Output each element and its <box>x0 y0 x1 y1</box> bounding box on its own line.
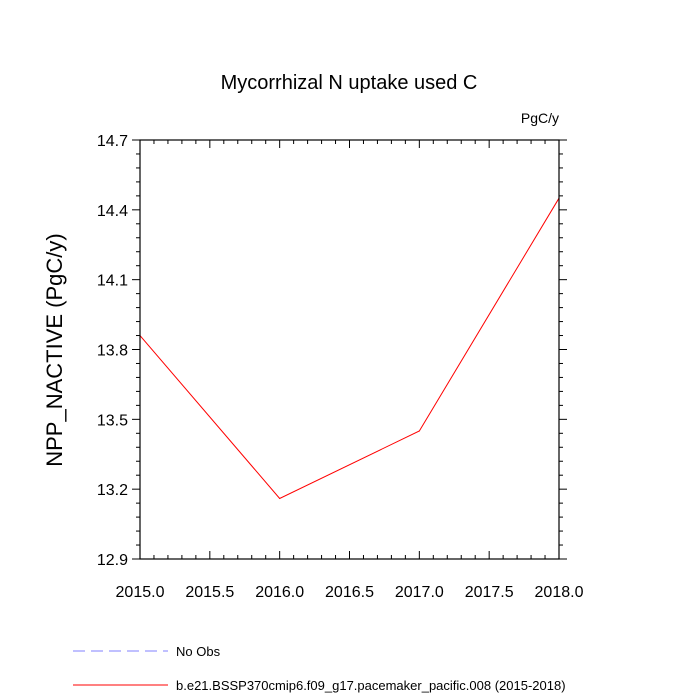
x-tick-labels: 2015.0 2015.5 2016.0 2016.5 2017.0 2017.5 2018… <box>116 584 584 601</box>
y-tick-label: 13.5 <box>97 412 128 429</box>
series-layer <box>139 197 560 500</box>
x-tick-label: 2015.5 <box>185 584 234 601</box>
x-tick-label: 2017.0 <box>395 584 444 601</box>
chart-units: PgC/y <box>521 110 559 126</box>
x-tick-label: 2016.5 <box>325 584 374 601</box>
x-tick-label: 2017.5 <box>465 584 514 601</box>
axis-ticks <box>132 139 567 560</box>
y-axis-label: NPP_NACTIVE (PgC/y) <box>42 233 67 467</box>
y-tick-labels: 12.9 13.2 13.5 13.8 14.1 14.4 14.7 <box>97 133 128 569</box>
legend: No Obs b.e21.BSSP370cmip6.f09_g17.pacema… <box>73 644 566 693</box>
y-tick-label: 14.4 <box>97 203 128 220</box>
x-tick-label: 2016.0 <box>255 584 304 601</box>
data-point <box>418 430 420 432</box>
y-tick-label: 13.2 <box>97 482 128 499</box>
x-tick-label: 2018.0 <box>535 584 584 601</box>
legend-label-model: b.e21.BSSP370cmip6.f09_g17.pacemaker_pac… <box>176 678 566 693</box>
y-tick-label: 14.7 <box>97 133 128 150</box>
y-tick-label: 13.8 <box>97 343 128 360</box>
y-tick-label: 12.9 <box>97 552 128 569</box>
y-tick-label: 14.1 <box>97 273 128 290</box>
data-point <box>279 497 281 499</box>
legend-label-no-obs: No Obs <box>176 644 221 659</box>
chart-title: Mycorrhizal N uptake used C <box>221 72 478 94</box>
plot-frame <box>139 139 560 560</box>
series-line-1 <box>139 197 560 500</box>
x-tick-label: 2015.0 <box>116 584 165 601</box>
